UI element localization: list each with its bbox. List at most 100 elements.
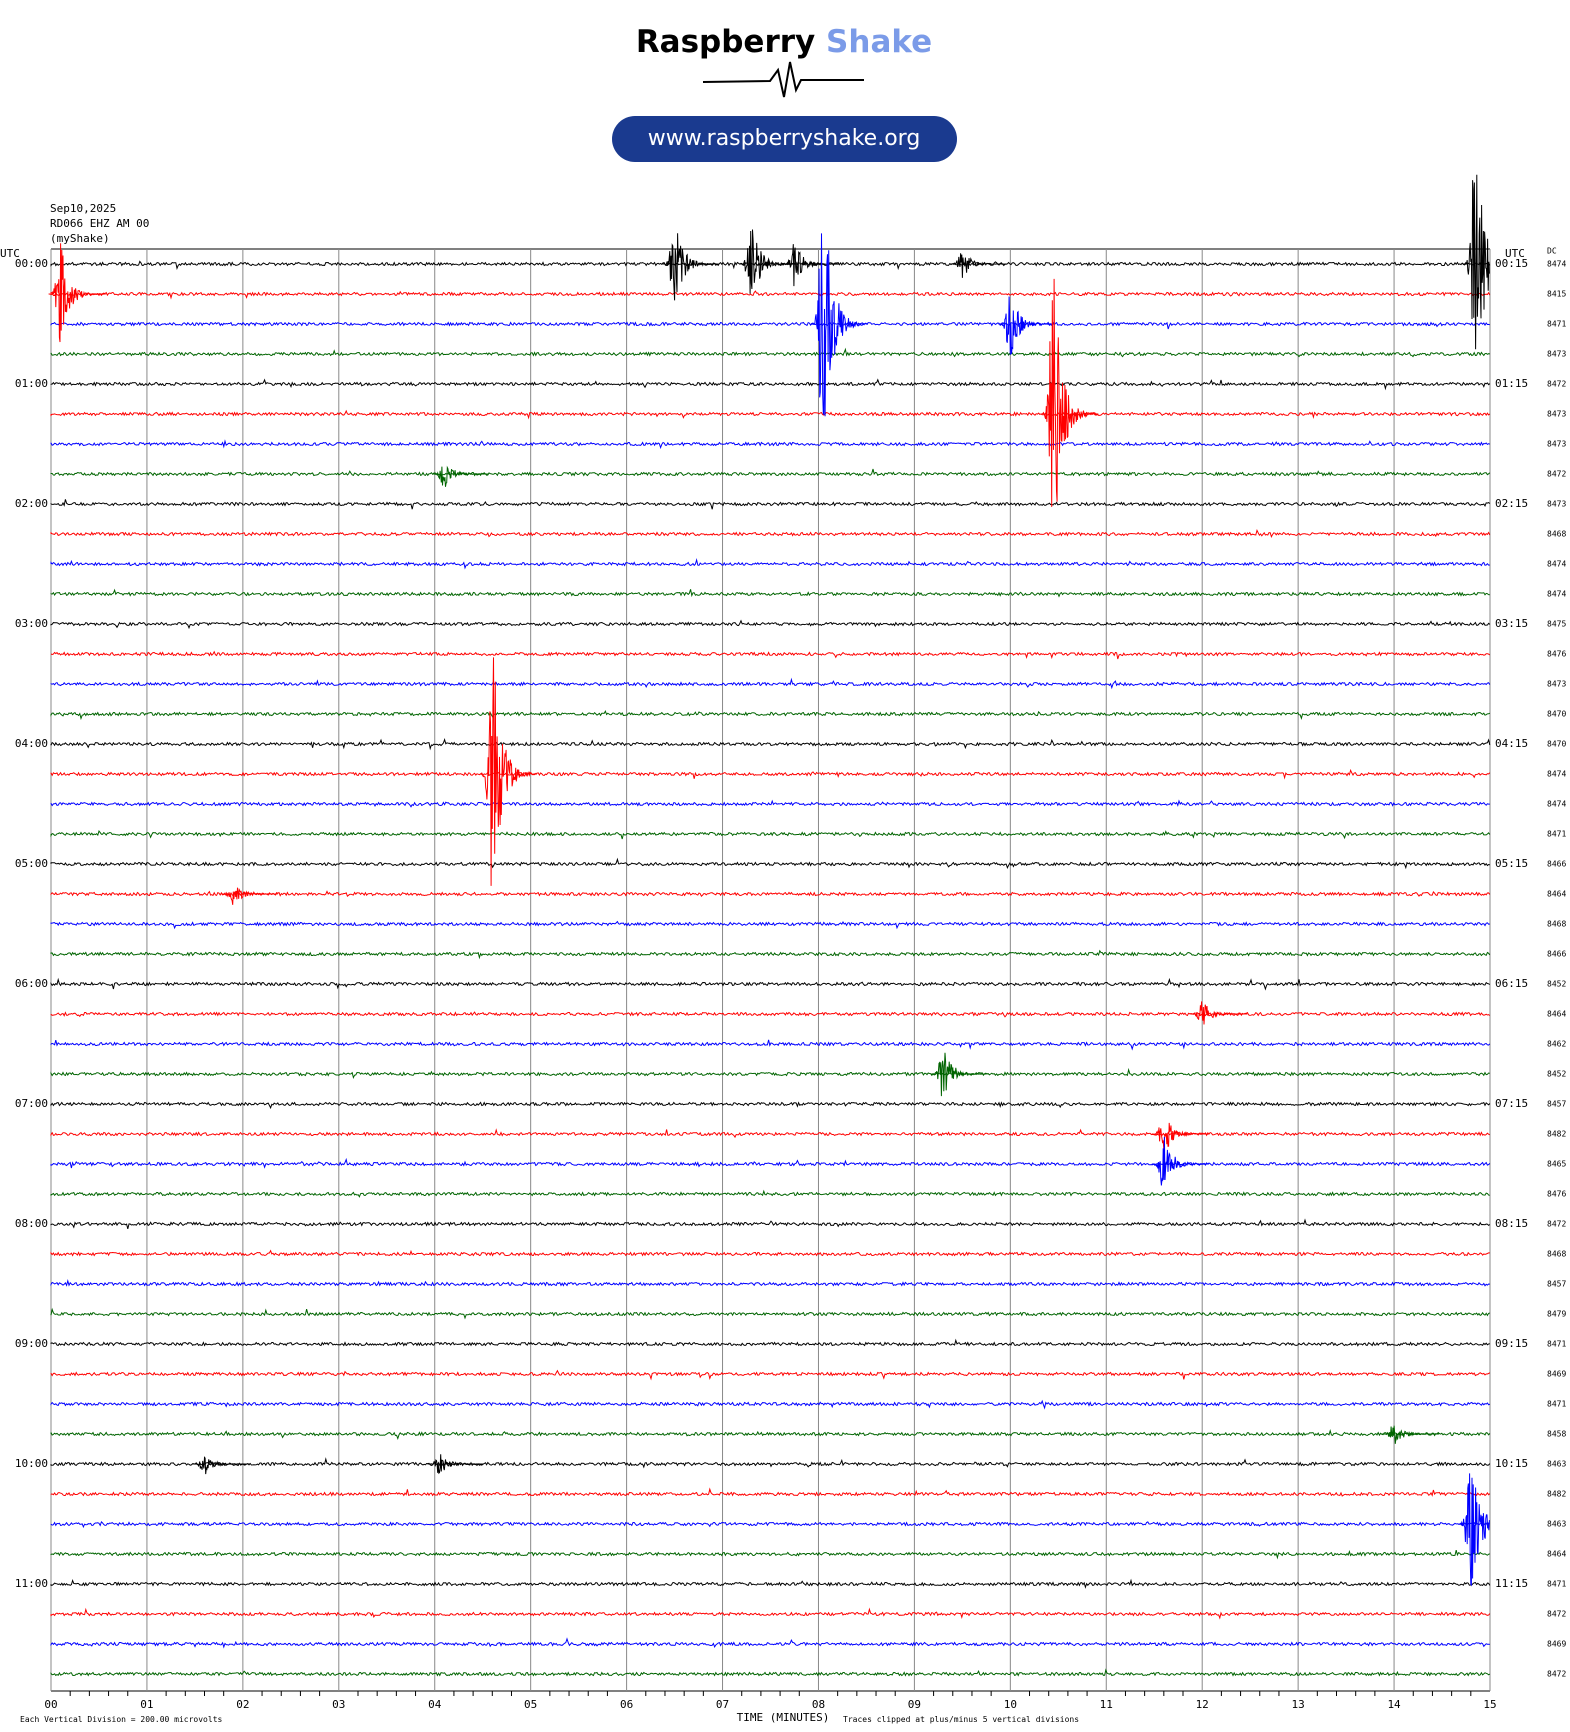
trace xyxy=(50,1128,1491,1139)
x-tick-label: 11 xyxy=(1100,1698,1113,1711)
dc-value: 8466 xyxy=(1547,860,1566,869)
trace xyxy=(50,677,1491,690)
event-burst xyxy=(479,657,538,886)
trace xyxy=(50,1399,1490,1410)
url-pill[interactable] xyxy=(612,116,957,162)
event-burst xyxy=(1041,278,1099,507)
dc-label: DC xyxy=(1547,247,1557,256)
x-tick-label: 15 xyxy=(1483,1698,1496,1711)
dc-value: 8471 xyxy=(1547,1340,1566,1349)
trace xyxy=(50,1521,1490,1529)
url[interactable]: www.raspberryshake.org xyxy=(648,126,921,151)
end-label: 11:15 xyxy=(1495,1577,1528,1590)
dc-value: 8472 xyxy=(1547,380,1566,389)
dc-value: 8476 xyxy=(1547,1190,1566,1199)
dc-value: 8474 xyxy=(1547,260,1566,269)
end-label: 05:15 xyxy=(1495,857,1528,870)
trace xyxy=(50,558,1490,570)
end-label: 04:15 xyxy=(1495,737,1528,750)
hour-label: 02:00 xyxy=(15,497,48,510)
dc-value: 8463 xyxy=(1547,1520,1566,1529)
hour-label: 06:00 xyxy=(15,977,48,990)
dc-value: 8468 xyxy=(1547,530,1566,539)
trace xyxy=(50,1549,1490,1560)
trace xyxy=(50,1668,1491,1677)
event-burst xyxy=(931,1052,988,1097)
trace xyxy=(50,468,1491,477)
trace xyxy=(50,1338,1490,1347)
event-burst xyxy=(1151,1136,1209,1186)
event-burst xyxy=(662,233,720,301)
dc-value: 8473 xyxy=(1547,440,1566,449)
dc-value: 8475 xyxy=(1547,620,1566,629)
trace xyxy=(50,1369,1491,1381)
trace xyxy=(50,830,1491,840)
event-burst xyxy=(950,253,1007,278)
hour-label: 04:00 xyxy=(15,737,48,750)
trace xyxy=(50,1067,1490,1080)
trace xyxy=(50,1307,1490,1320)
trace xyxy=(50,1607,1491,1620)
end-label: 03:15 xyxy=(1495,617,1528,630)
x-tick-label: 14 xyxy=(1387,1698,1401,1711)
brand-accent: Shake xyxy=(826,24,932,60)
trace xyxy=(50,1578,1491,1589)
event-burst xyxy=(810,233,869,417)
trace xyxy=(50,650,1491,660)
division-text: Each Vertical Division = xyxy=(20,1715,136,1724)
clip-unit: vertical divisions xyxy=(992,1715,1079,1724)
dc-value: 8471 xyxy=(1547,830,1566,839)
hour-label: 05:00 xyxy=(15,857,48,870)
station: RD066 EHZ AM 00 xyxy=(50,217,149,230)
event-burst xyxy=(782,244,840,287)
x-tick-label: 03 xyxy=(332,1698,345,1711)
dc-value: 8464 xyxy=(1547,1010,1566,1019)
x-tick-label: 10 xyxy=(1004,1698,1017,1711)
date: Sep10,2025 xyxy=(50,202,116,215)
dc-value: 8473 xyxy=(1547,680,1566,689)
trace xyxy=(50,619,1491,630)
brand: Raspberry xyxy=(636,24,815,60)
event-burst xyxy=(1463,174,1490,350)
dc-value: 8471 xyxy=(1547,1580,1566,1589)
event-burst xyxy=(427,1454,484,1475)
end-label: 09:15 xyxy=(1495,1337,1528,1350)
division-value: 200.00 xyxy=(140,1715,169,1724)
hour-label: 00:00 xyxy=(15,257,48,270)
end-label: 02:15 xyxy=(1495,497,1528,510)
dc-value: 8469 xyxy=(1547,1640,1566,1649)
trace xyxy=(50,890,1491,898)
x-tick-label: 08 xyxy=(812,1698,825,1711)
event-burst xyxy=(1382,1425,1440,1444)
end-label: 10:15 xyxy=(1495,1457,1528,1470)
x-tick-label: 13 xyxy=(1292,1698,1305,1711)
trace xyxy=(50,1189,1490,1198)
source: (myShake) xyxy=(50,232,110,245)
trace xyxy=(50,1637,1490,1649)
dc-value: 8474 xyxy=(1547,590,1566,599)
dc-value: 8471 xyxy=(1547,1400,1566,1409)
dc-value: 8473 xyxy=(1547,410,1566,419)
dc-value: 8473 xyxy=(1547,350,1566,359)
hour-label: 09:00 xyxy=(15,1337,48,1350)
dc-value: 8482 xyxy=(1547,1130,1566,1139)
hour-label: 07:00 xyxy=(15,1097,48,1110)
dc-value: 8469 xyxy=(1547,1370,1566,1379)
event-burst xyxy=(221,887,278,905)
trace xyxy=(50,499,1491,510)
dc-value: 8465 xyxy=(1547,1160,1566,1169)
end-label: 00:15 xyxy=(1495,257,1528,270)
dc-value: 8474 xyxy=(1547,770,1566,779)
clip-note: Traces clipped at plus/minus 5 vertical … xyxy=(843,1715,1079,1724)
end-label: 01:15 xyxy=(1495,377,1528,390)
hour-label: 03:00 xyxy=(15,617,48,630)
dc-value: 8479 xyxy=(1547,1310,1566,1319)
end-label: 07:15 xyxy=(1495,1097,1528,1110)
event-burst xyxy=(432,465,489,487)
trace xyxy=(50,528,1491,538)
event-burst xyxy=(1190,1001,1248,1025)
trace xyxy=(50,920,1490,930)
trace xyxy=(50,439,1490,450)
division-note: Each Vertical Division = 200.00 microvol… xyxy=(20,1715,223,1724)
dc-value: 8470 xyxy=(1547,740,1566,749)
